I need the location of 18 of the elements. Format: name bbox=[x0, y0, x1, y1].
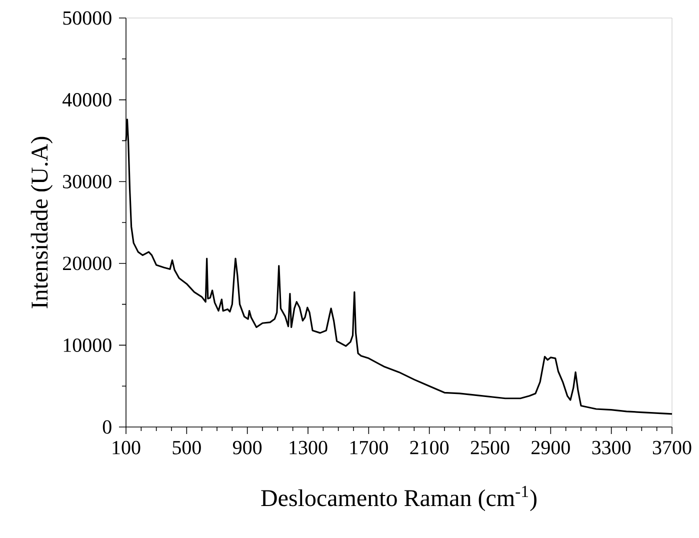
x-tick-label: 3700 bbox=[652, 440, 692, 454]
y-tick-label: 0 bbox=[102, 420, 112, 434]
y-axis-title: Intensidade (U.A) bbox=[30, 136, 53, 308]
x-tick-label: 500 bbox=[172, 440, 201, 454]
x-tick-label: 3300 bbox=[592, 440, 631, 454]
y-tick-label: 20000 bbox=[63, 256, 112, 270]
x-tick-label: 1300 bbox=[290, 440, 328, 454]
y-tick-label: 30000 bbox=[63, 174, 112, 188]
y-tick-label: 50000 bbox=[63, 11, 112, 25]
x-tick-label: 1700 bbox=[350, 440, 388, 454]
x-tick-label: 100 bbox=[112, 440, 140, 454]
x-tick-label: 2900 bbox=[532, 440, 570, 454]
x-axis-title: Deslocamento Raman (cm$^{-1}$) bbox=[261, 486, 536, 512]
x-tick-label: 2500 bbox=[470, 440, 510, 454]
y-tick-label: 10000 bbox=[64, 338, 112, 352]
y-tick-label: 40000 bbox=[62, 93, 112, 107]
x-tick-label: 900 bbox=[232, 440, 262, 454]
x-tick-label: 2100 bbox=[410, 440, 449, 454]
